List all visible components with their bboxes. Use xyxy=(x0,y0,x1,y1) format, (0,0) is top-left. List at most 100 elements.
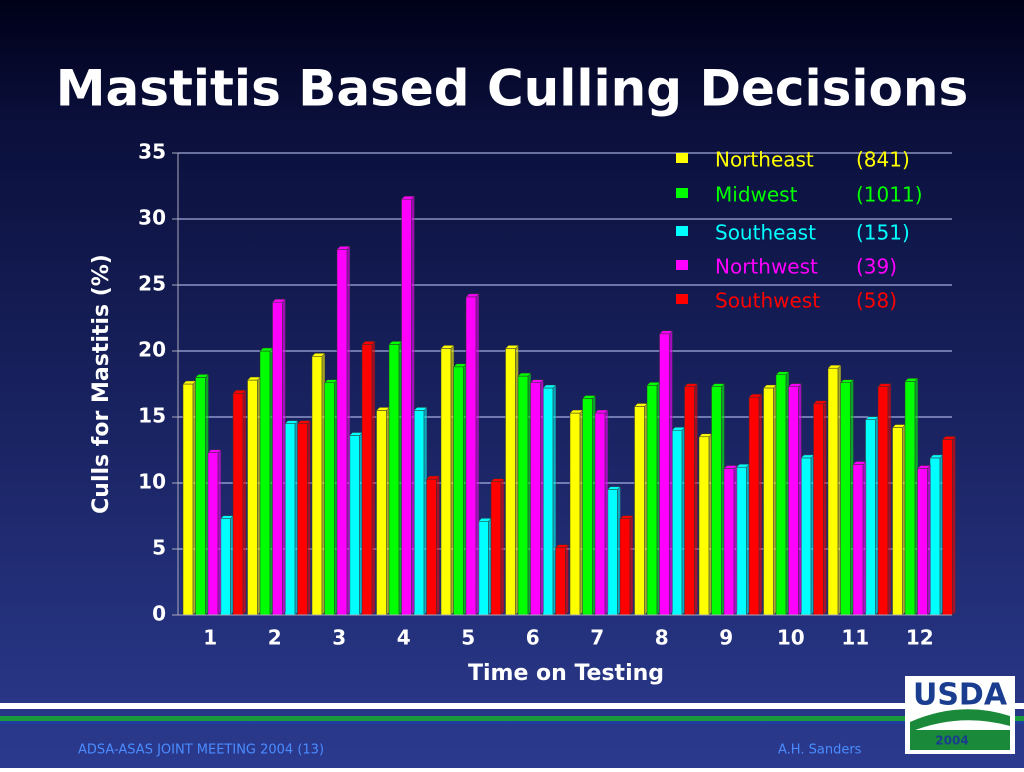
y-tick-label: 5 xyxy=(152,536,166,560)
bar xyxy=(775,374,787,616)
y-tick-label: 0 xyxy=(152,602,166,626)
bar-side xyxy=(565,544,569,616)
bar xyxy=(763,387,774,616)
bar-side xyxy=(862,460,867,616)
bar xyxy=(788,386,799,616)
y-tick-label: 35 xyxy=(138,140,166,164)
y-tick-label: 10 xyxy=(138,470,166,494)
legend-swatch xyxy=(676,153,688,163)
bar xyxy=(698,436,710,616)
bar xyxy=(723,468,735,616)
bar xyxy=(465,296,477,616)
y-tick-label: 25 xyxy=(138,272,166,296)
logo-swoosh xyxy=(910,709,1010,732)
bar-side xyxy=(500,478,505,616)
bar xyxy=(195,377,206,616)
x-tick-label: 7 xyxy=(590,626,604,650)
bar-side xyxy=(694,383,698,616)
y-axis-label: Culls for Mastitis (%) xyxy=(89,254,114,514)
bar xyxy=(877,386,889,616)
legend-count: (39) xyxy=(856,255,897,279)
bar xyxy=(569,412,581,616)
bar xyxy=(490,481,502,616)
x-tick-label: 10 xyxy=(777,626,805,650)
bar xyxy=(748,396,760,616)
x-tick-label: 11 xyxy=(841,626,869,650)
bar xyxy=(594,412,606,616)
legend-swatch xyxy=(676,294,688,304)
footer-line xyxy=(0,703,1024,709)
bar-side xyxy=(823,400,827,616)
legend-label: Northwest xyxy=(715,255,818,279)
footer-left: ADSA-ASAS JOINT MEETING 2004 (13) xyxy=(78,743,324,758)
y-tick-label: 20 xyxy=(138,338,166,362)
logo-text: USDA xyxy=(913,678,1008,713)
legend-label: Southwest xyxy=(715,289,820,313)
legend-count: (151) xyxy=(856,221,910,245)
bar xyxy=(413,410,425,616)
x-tick-label: 6 xyxy=(526,626,540,650)
bar xyxy=(247,379,258,616)
bar xyxy=(800,457,812,616)
bar-side xyxy=(798,383,802,616)
x-tick-label: 12 xyxy=(906,626,934,650)
bar-side xyxy=(669,330,673,616)
x-tick-label: 1 xyxy=(203,626,217,650)
bar xyxy=(827,367,839,616)
bar xyxy=(259,350,271,616)
bar-side xyxy=(629,515,634,616)
footer-right: A.H. Sanders xyxy=(778,743,862,758)
bar xyxy=(929,457,941,616)
bar xyxy=(388,344,400,616)
bar-side xyxy=(217,449,222,616)
bar-side xyxy=(475,293,480,616)
bar xyxy=(401,198,412,616)
bar xyxy=(336,249,348,616)
x-tick-label: 4 xyxy=(397,626,411,650)
footer-line xyxy=(0,721,1024,724)
bar xyxy=(361,344,373,616)
bar xyxy=(453,366,464,616)
legend-swatch xyxy=(676,260,688,270)
bar-side xyxy=(927,464,931,616)
bar xyxy=(232,392,244,616)
bar-side xyxy=(282,298,286,616)
bar xyxy=(297,423,308,616)
bar-side xyxy=(411,195,415,616)
bar-side xyxy=(346,245,351,616)
bar xyxy=(440,348,452,616)
bar xyxy=(272,301,283,616)
bar xyxy=(865,419,876,616)
legend-swatch xyxy=(676,226,688,236)
bar xyxy=(942,439,953,616)
logo-band xyxy=(910,730,1010,750)
footer-line xyxy=(0,716,1024,721)
bar xyxy=(659,333,670,616)
bar xyxy=(426,478,437,616)
x-tick-label: 8 xyxy=(655,626,669,650)
bar-side xyxy=(307,419,311,616)
bar xyxy=(840,382,851,616)
x-tick-label: 9 xyxy=(719,626,733,650)
bar xyxy=(376,410,387,616)
logo-year: 2004 xyxy=(935,734,968,748)
bar xyxy=(311,356,323,616)
y-tick-label: 30 xyxy=(138,206,166,230)
bar xyxy=(220,518,231,616)
x-axis-label: Time on Testing xyxy=(468,661,664,686)
chart-title: Mastitis Based Culling Decisions xyxy=(56,60,969,118)
bar-side xyxy=(952,435,956,616)
bar xyxy=(711,386,722,616)
bar xyxy=(478,521,489,616)
bar xyxy=(684,386,695,616)
bar xyxy=(517,375,529,616)
bar xyxy=(671,429,683,616)
bar xyxy=(542,387,554,616)
bar xyxy=(182,383,194,616)
bar-side xyxy=(733,464,738,616)
bar xyxy=(813,403,824,616)
legend-swatch xyxy=(676,188,688,198)
legend-count: (58) xyxy=(856,289,897,313)
x-tick-label: 5 xyxy=(461,626,475,650)
